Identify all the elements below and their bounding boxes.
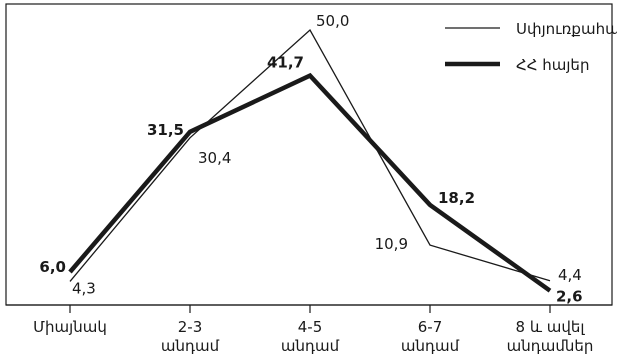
data-label-series-2: 41,7 [267,54,304,72]
x-tick-label: 6-7 [418,318,443,336]
x-tick-label: անդամ [161,337,220,355]
data-label-series-2: 2,6 [556,288,583,306]
x-tick-label: անդամներ [507,337,594,355]
data-label-series-2: 31,5 [147,121,184,139]
series-line-1 [69,28,551,282]
plot-frame [5,3,613,306]
data-label-series-1: 10,9 [375,235,408,253]
x-tick-label: անդամ [401,337,460,355]
data-label-series-2: 18,2 [438,189,475,207]
data-label-series-1: 4,3 [72,279,96,297]
x-tick-label: 8 և ավել [516,318,586,336]
x-tick-label: Միայնակ [33,318,107,336]
legend: Սփյուռքահայեր ՀՀ հայեր [445,20,617,74]
series-line-2 [68,72,552,293]
legend-label-series-1: Սփյուռքահայեր [516,20,617,38]
data-label-series-2: 6,0 [39,258,66,276]
data-label-series-1: 50,0 [316,12,349,30]
series-lines [68,28,552,293]
data-label-series-1: 4,4 [558,266,582,284]
data-label-series-1: 30,4 [198,149,231,167]
x-tick-label: 2-3 [178,318,203,336]
x-tick-label: 4-5 [298,318,323,336]
x-tick-label: անդամ [281,337,340,355]
legend-label-series-2: ՀՀ հայեր [516,56,589,74]
data-labels: 4,3 30,4 50,0 10,9 4,4 6,0 31,5 41,7 18,2 2,6 [39,12,582,306]
